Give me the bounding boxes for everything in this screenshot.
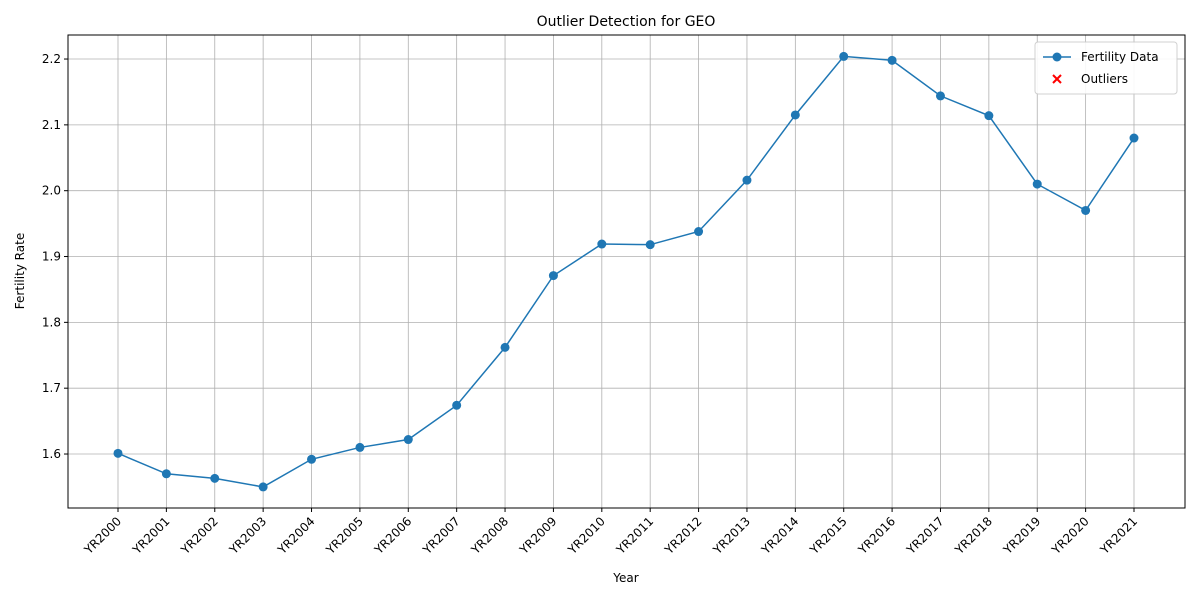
x-axis-label: Year: [612, 571, 638, 585]
legend-box: [1034, 41, 1178, 95]
chart-title: Outlier Detection for GEO: [537, 14, 716, 30]
point: [113, 448, 123, 458]
point: [984, 111, 994, 121]
point: [839, 51, 849, 61]
point: [645, 240, 655, 250]
point: [742, 175, 752, 185]
x-tick-label: YR2010: [565, 514, 608, 557]
x-tick-label: YR2016: [855, 514, 898, 557]
x-tick-label: YR2005: [323, 514, 366, 557]
point: [258, 482, 268, 492]
point: [307, 454, 317, 464]
point: [1032, 179, 1042, 189]
x-tick-label: YR2015: [807, 514, 850, 557]
y-tick-label: 1.9: [42, 250, 61, 264]
plot-frame: [67, 34, 1186, 509]
point: [403, 435, 413, 445]
y-tick-label: 1.7: [42, 381, 61, 395]
point: [935, 91, 945, 101]
x-tick-label: YR2013: [710, 514, 753, 557]
x-tick-label: YR2018: [952, 514, 995, 557]
y-tick-label: 2.1: [42, 118, 61, 132]
x-tick-label: YR2008: [468, 514, 511, 557]
x-tick-label: YR2009: [516, 514, 559, 557]
point: [548, 271, 558, 281]
y-tick-label: 2.2: [42, 52, 61, 66]
y-tick-label: 1.8: [42, 315, 61, 329]
y-tick-label: 1.6: [42, 447, 61, 461]
x-tick-label: YR2021: [1097, 514, 1140, 557]
point: [161, 469, 171, 479]
point: [1052, 52, 1062, 62]
series-line: [117, 55, 1135, 488]
point: [887, 55, 897, 65]
outlier-marker: [1052, 74, 1062, 84]
x-tick-label: YR2020: [1048, 514, 1091, 557]
point: [1129, 133, 1139, 143]
legend-label: Outliers: [1081, 72, 1128, 86]
x-tick-label: YR2014: [758, 514, 801, 557]
point: [597, 239, 607, 249]
x-tick-label: YR2000: [81, 514, 124, 557]
x-tick-label: YR2017: [903, 514, 946, 557]
legend-label: Fertility Data: [1081, 50, 1159, 64]
x-tick-label: YR2006: [371, 514, 414, 557]
y-tick-label: 2.0: [42, 184, 61, 198]
point: [790, 110, 800, 120]
point: [1081, 205, 1091, 215]
x-tick-label: YR2002: [178, 514, 221, 557]
x-tick-label: YR2003: [226, 514, 269, 557]
point: [355, 442, 365, 452]
x-tick-label: YR2019: [1000, 514, 1043, 557]
x-tick-label: YR2004: [274, 514, 317, 557]
point: [694, 227, 704, 237]
x-tick-label: YR2011: [613, 514, 656, 557]
x-tick-label: YR2012: [661, 514, 704, 557]
point: [210, 473, 220, 483]
x-stroke: [1052, 74, 1062, 84]
point: [452, 400, 462, 410]
x-tick-label: YR2007: [419, 514, 462, 557]
point: [500, 342, 510, 352]
y-axis-label: Fertility Rate: [13, 233, 27, 309]
x-tick-label: YR2001: [129, 514, 172, 557]
